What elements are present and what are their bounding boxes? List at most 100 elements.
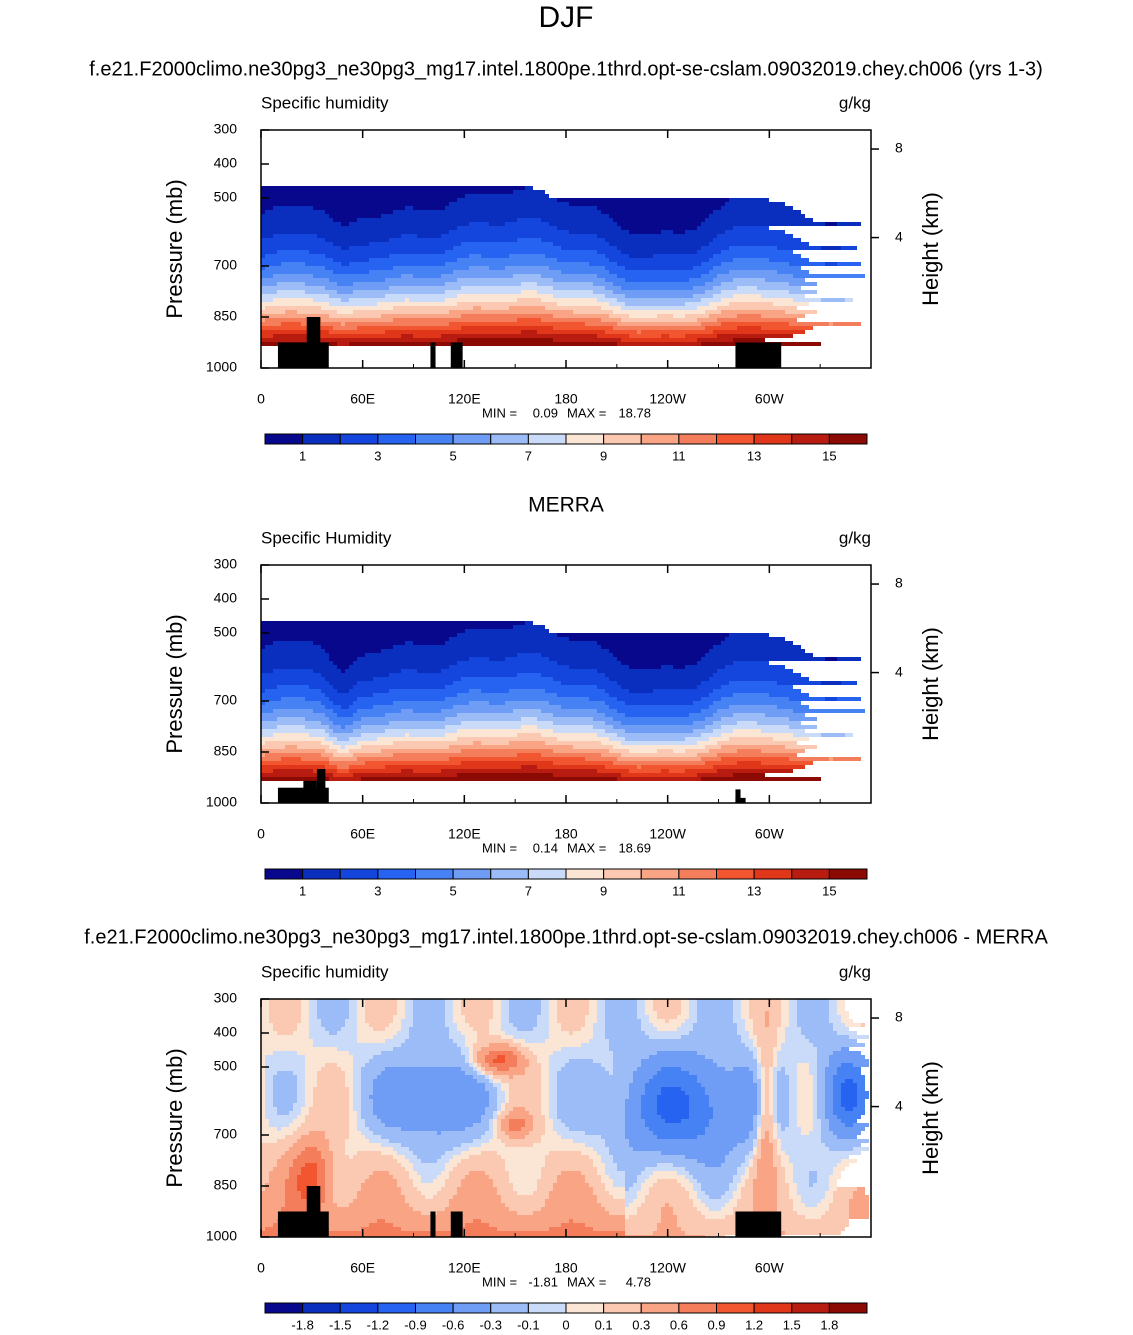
contour-band [637,1179,645,1183]
contour-band [517,1027,533,1031]
contour-band [513,1107,525,1111]
contour-band [785,1031,801,1035]
contour-band [501,1011,509,1015]
contour-band [685,1175,693,1179]
contour-band [797,1119,813,1123]
contour-band [325,286,389,290]
contour-band [501,1007,509,1011]
contour-band [677,1215,705,1219]
contour-band [593,1187,605,1191]
y-axis-label: Pressure (mb) [162,179,187,318]
contour-band [261,629,465,633]
contour-band [741,1175,749,1179]
contour-band [433,1179,445,1183]
contour-band [677,1171,689,1175]
contour-band [657,1223,677,1227]
contour-band [797,1071,809,1075]
contour-band [777,1083,789,1087]
contour-band [309,1111,349,1115]
contour-band [585,1015,597,1019]
contour-band [401,669,417,673]
contour-band [777,705,809,709]
contour-band [437,1159,449,1163]
contour-band [857,1087,865,1091]
contour-band [261,721,321,725]
contour-band [373,705,453,709]
contour-band [321,1215,625,1219]
contour-band [629,1203,641,1207]
contour-band [277,1111,289,1115]
contour-band [553,1051,613,1055]
contour-band [781,1163,793,1167]
contour-band [609,1039,741,1043]
contour-band [557,1015,585,1019]
contour-band [261,1147,289,1151]
contour-band [353,1099,361,1103]
contour-band [813,1095,817,1099]
contour-band [357,326,461,330]
contour-band [645,1031,689,1035]
figure-title: DJF [539,1,594,34]
contour-band [833,1167,845,1171]
contour-band [505,1099,509,1103]
x-tick-label: 60E [350,826,375,842]
contour-band [777,1055,817,1059]
left-string: Specific humidity [261,962,389,981]
contour-band [277,250,309,254]
contour-band [785,1179,793,1183]
contour-band [289,1111,301,1115]
contour-band [689,1195,697,1199]
contour-band [829,1003,837,1007]
contour-band [757,1059,761,1063]
contour-band [489,222,505,226]
contour-band [717,318,797,322]
contour-band [745,1171,749,1175]
contour-band [305,1071,317,1075]
contour-band [357,218,517,222]
contour-band [321,689,337,693]
contour-band [625,1235,705,1237]
contour-band [797,1107,813,1111]
contour-band [445,282,521,286]
contour-band [261,1023,273,1027]
contour-band [777,1039,785,1043]
contour-band [857,1091,869,1095]
contour-band [701,262,721,266]
contour-band [289,1123,301,1127]
contour-band [557,226,621,230]
contour-band [745,1155,753,1159]
contour-band [421,1191,437,1195]
contour-band [685,1019,697,1023]
contour-band [833,1079,845,1083]
contour-band [453,1147,469,1151]
contour-band [361,1079,373,1083]
contour-band [501,1107,505,1111]
contour-band [657,1051,697,1055]
contour-band [793,1163,837,1167]
contour-band [345,1079,353,1083]
contour-band [521,765,537,769]
contour-band [797,1095,813,1099]
contour-band [353,310,449,314]
contour-band [405,1003,413,1007]
contour-band [697,226,733,230]
contour-band [825,262,837,266]
contour-band [329,717,361,721]
contour-band [329,214,381,218]
colorbar-label: 13 [747,448,761,463]
contour-band [445,733,517,737]
contour-band [381,314,461,318]
contour-band [349,689,389,693]
contour-band [641,1183,653,1187]
contour-band [701,697,721,701]
contour-band [777,1171,785,1175]
contour-band [757,1043,777,1047]
contour-band [261,705,325,709]
contour-band [629,1083,645,1087]
contour-band [353,290,445,294]
contour-band [333,1191,357,1195]
contour-band [833,1087,841,1091]
contour-band [633,1071,657,1075]
contour-band [781,1003,789,1007]
topography [316,769,326,803]
